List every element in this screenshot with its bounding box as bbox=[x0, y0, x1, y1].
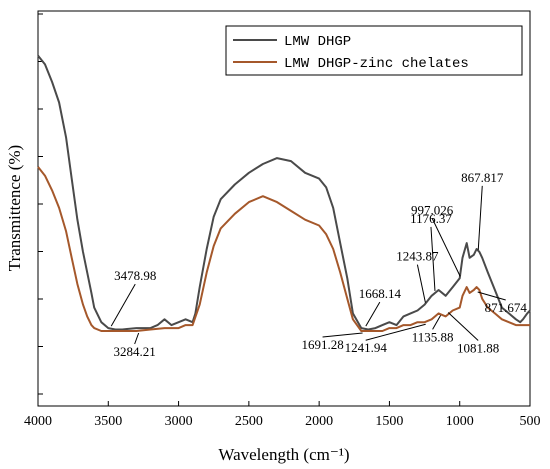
annotation-arrow bbox=[430, 226, 436, 291]
x-tick-label: 3500 bbox=[94, 414, 122, 429]
x-axis-ticks: 4000 3500 3000 2500 2000 1500 1000 500 bbox=[24, 401, 541, 429]
annotation-label: 1243.87 bbox=[396, 249, 439, 264]
annotation-arrow bbox=[447, 312, 479, 341]
legend: LMW DHGP LMW DHGP-zinc chelates bbox=[225, 25, 523, 76]
annotation-label: 871.674 bbox=[485, 300, 528, 315]
annotation-label: 1691.28 bbox=[301, 337, 343, 352]
annotation-arrow bbox=[432, 315, 442, 330]
x-tick-label: 2500 bbox=[235, 414, 263, 429]
annotation-label: 3478.98 bbox=[114, 268, 156, 283]
annotation-arrow bbox=[365, 323, 426, 341]
annotation-arrow bbox=[322, 332, 363, 338]
x-tick-label: 500 bbox=[520, 414, 541, 429]
series-line-1 bbox=[37, 166, 530, 332]
x-tick-label: 4000 bbox=[24, 414, 52, 429]
annotation-arrow bbox=[365, 301, 381, 327]
series-layer bbox=[37, 54, 531, 332]
annotation-label: 1176.37 bbox=[410, 211, 452, 226]
annotation-arrow bbox=[134, 332, 140, 345]
annotation-label: 1668.14 bbox=[359, 286, 402, 301]
legend-label-zinc-chelates: LMW DHGP-zinc chelates bbox=[284, 56, 469, 72]
legend-box bbox=[225, 25, 523, 76]
y-axis-title: Transmittence (%) bbox=[5, 145, 24, 271]
annotation-label: 867.817 bbox=[461, 170, 504, 185]
x-tick-label: 2000 bbox=[305, 414, 333, 429]
x-tick-label: 1500 bbox=[375, 414, 403, 429]
plot-frame bbox=[37, 10, 531, 407]
annotation-label: 1081.88 bbox=[457, 340, 499, 355]
annotation-arrow bbox=[416, 264, 426, 303]
annotations: 3478.98 3284.21 1668.14 1691.28 1243.87 1176.… bbox=[110, 170, 528, 359]
annotation-label: 1241.94 bbox=[345, 340, 388, 355]
annotation-label: 3284.21 bbox=[114, 344, 156, 359]
y-axis-ticks bbox=[38, 13, 43, 395]
x-tick-label: 3000 bbox=[165, 414, 193, 429]
annotation-arrow bbox=[431, 218, 461, 277]
annotation-label: 1135.88 bbox=[412, 329, 454, 344]
annotation-arrow bbox=[477, 291, 506, 301]
x-tick-label: 1000 bbox=[446, 414, 474, 429]
x-axis-title: Wavelength (cm⁻¹) bbox=[218, 445, 349, 464]
annotation-label: 997.026 bbox=[411, 202, 454, 217]
annotation-arrow bbox=[110, 283, 136, 327]
series-line-0 bbox=[37, 54, 531, 331]
annotation-arrow bbox=[477, 185, 483, 250]
legend-label-lmw-dhgp: LMW DHGP bbox=[284, 34, 351, 50]
